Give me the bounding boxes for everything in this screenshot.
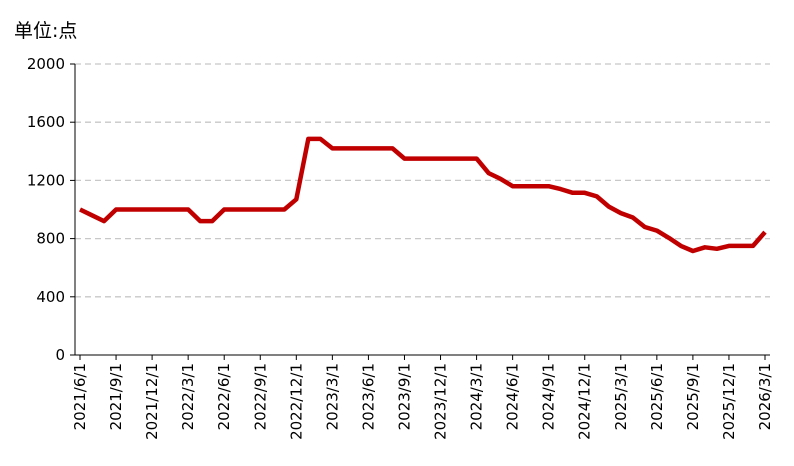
y-tick-label: 800 (36, 230, 65, 248)
x-tick-label: 2024/9/1 (540, 363, 558, 430)
x-tick-label: 2021/6/1 (71, 363, 89, 430)
x-tick-label: 2022/12/1 (287, 363, 305, 440)
chart-title: 单位:点 (14, 20, 77, 42)
x-tick-label: 2021/9/1 (107, 363, 125, 430)
x-tick-label: 2022/9/1 (251, 363, 269, 430)
x-tick-label: 2022/6/1 (215, 363, 233, 430)
x-tick-label: 2024/3/1 (468, 363, 486, 430)
x-tick-label: 2023/9/1 (395, 363, 413, 430)
x-tick-label: 2023/6/1 (359, 363, 377, 430)
x-tick-label: 2021/12/1 (143, 363, 161, 440)
y-tick-label: 2000 (27, 55, 65, 73)
x-tick-label: 2026/3/1 (756, 363, 774, 430)
y-tick-label: 1600 (27, 113, 65, 131)
x-tick-label: 2025/3/1 (612, 363, 630, 430)
y-tick-label: 1200 (27, 171, 65, 189)
x-tick-label: 2023/3/1 (323, 363, 341, 430)
x-tick-label: 2025/6/1 (648, 363, 666, 430)
x-tick-label: 2022/3/1 (179, 363, 197, 430)
x-tick-label: 2024/12/1 (576, 363, 594, 440)
x-tick-label: 2025/12/1 (720, 363, 738, 440)
x-tick-label: 2025/9/1 (684, 363, 702, 430)
data-line (79, 136, 767, 254)
y-tick-label: 400 (36, 288, 65, 306)
x-tick-label: 2023/12/1 (432, 363, 450, 440)
x-tick-label: 2024/6/1 (504, 363, 522, 430)
y-tick-label: 0 (55, 346, 65, 364)
